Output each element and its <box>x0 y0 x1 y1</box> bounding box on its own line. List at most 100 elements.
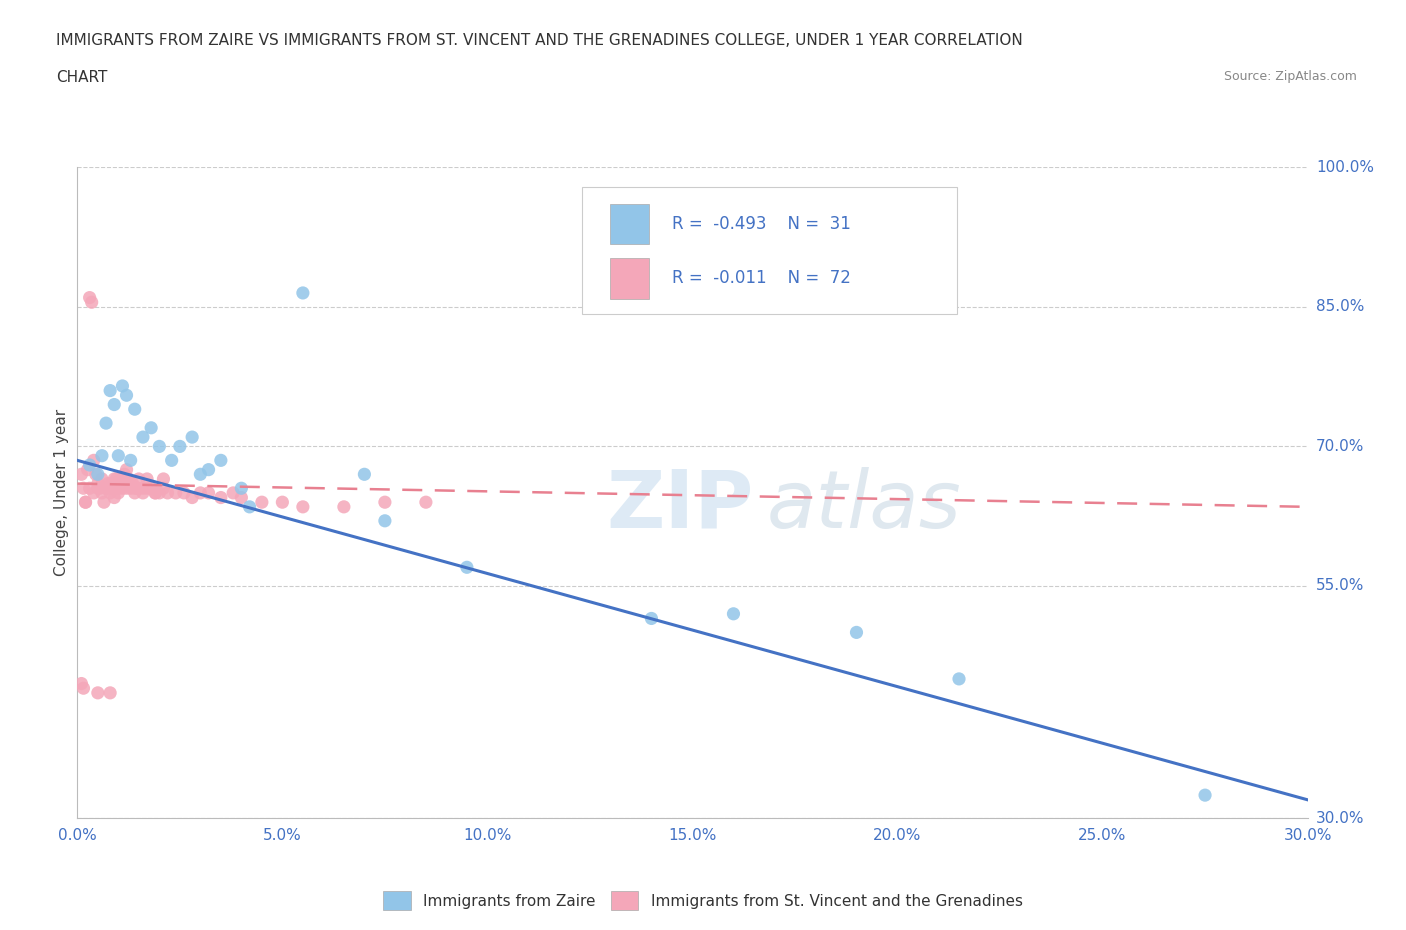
Point <box>93 495 115 510</box>
Point <box>79 458 101 472</box>
Point <box>89 481 111 496</box>
Text: 20.0%: 20.0% <box>873 828 922 844</box>
Point <box>152 472 174 486</box>
Point <box>231 481 253 496</box>
Point <box>105 472 128 486</box>
Point <box>143 485 166 500</box>
Point <box>111 481 134 496</box>
Point <box>90 485 114 500</box>
Text: 0.0%: 0.0% <box>58 828 97 844</box>
Point <box>124 481 146 496</box>
Point <box>72 681 94 696</box>
Point <box>107 481 129 496</box>
Point <box>374 513 396 528</box>
Point <box>115 462 138 477</box>
Text: ZIP: ZIP <box>607 467 754 545</box>
Point <box>353 467 375 482</box>
Text: 100.0%: 100.0% <box>1316 160 1374 175</box>
Point <box>291 286 314 300</box>
Point <box>70 467 93 482</box>
Point <box>132 430 155 445</box>
Point <box>72 481 94 496</box>
Point <box>128 481 150 496</box>
Point <box>188 485 212 500</box>
Point <box>250 495 273 510</box>
Point <box>333 499 356 514</box>
Point <box>169 439 191 454</box>
Point <box>143 485 166 500</box>
Point <box>948 671 970 686</box>
Point <box>845 625 868 640</box>
Text: 70.0%: 70.0% <box>1316 439 1364 454</box>
Point <box>120 476 142 491</box>
Legend: Immigrants from Zaire, Immigrants from St. Vincent and the Grenadines: Immigrants from Zaire, Immigrants from S… <box>375 884 1031 918</box>
Point <box>124 402 146 417</box>
Point <box>132 485 155 500</box>
Point <box>291 499 314 514</box>
Point <box>156 485 179 500</box>
Point <box>148 485 170 500</box>
Point <box>83 485 105 500</box>
Y-axis label: College, Under 1 year: College, Under 1 year <box>53 409 69 577</box>
Point <box>173 485 195 500</box>
Text: 15.0%: 15.0% <box>668 828 717 844</box>
Point <box>209 490 232 505</box>
Point <box>98 481 121 496</box>
Point <box>121 476 143 491</box>
Point <box>128 472 150 486</box>
Point <box>83 453 105 468</box>
Point <box>222 485 245 500</box>
Text: 85.0%: 85.0% <box>1316 299 1364 314</box>
Point <box>114 467 136 482</box>
Text: atlas: atlas <box>766 467 962 545</box>
Bar <box>610 204 650 245</box>
Point <box>415 495 437 510</box>
Point <box>124 485 146 500</box>
Point <box>117 472 139 486</box>
Point <box>87 481 110 496</box>
Point <box>160 453 183 468</box>
Point <box>640 611 662 626</box>
Point <box>165 485 187 500</box>
Point <box>115 481 138 496</box>
Point <box>115 388 138 403</box>
Point <box>103 490 125 505</box>
Text: 30.0%: 30.0% <box>1316 811 1364 826</box>
Point <box>188 467 212 482</box>
Point <box>723 606 745 621</box>
Point <box>181 430 204 445</box>
Text: IMMIGRANTS FROM ZAIRE VS IMMIGRANTS FROM ST. VINCENT AND THE GRENADINES COLLEGE,: IMMIGRANTS FROM ZAIRE VS IMMIGRANTS FROM… <box>56 33 1024 47</box>
Point <box>374 495 396 510</box>
Point <box>141 481 163 496</box>
Point <box>107 485 129 500</box>
Point <box>271 495 294 510</box>
Point <box>456 560 478 575</box>
Point <box>181 490 204 505</box>
Point <box>148 439 170 454</box>
Point <box>111 379 134 393</box>
Point <box>98 383 121 398</box>
Point <box>94 481 117 496</box>
Point <box>90 448 114 463</box>
Point <box>90 472 114 486</box>
Point <box>103 397 125 412</box>
Text: 5.0%: 5.0% <box>263 828 302 844</box>
Point <box>239 499 262 514</box>
Point <box>70 676 93 691</box>
Point <box>197 485 219 500</box>
Point <box>141 420 163 435</box>
Text: Source: ZipAtlas.com: Source: ZipAtlas.com <box>1223 70 1357 83</box>
Point <box>80 295 103 310</box>
Point <box>94 481 117 496</box>
Point <box>79 481 101 496</box>
Point <box>136 472 159 486</box>
Point <box>120 481 142 496</box>
Point <box>87 467 110 482</box>
Point <box>1194 788 1216 803</box>
Point <box>94 416 117 431</box>
Point <box>98 685 121 700</box>
FancyBboxPatch shape <box>582 187 957 314</box>
Text: 55.0%: 55.0% <box>1316 578 1364 593</box>
Point <box>152 481 174 496</box>
Point <box>231 490 253 505</box>
